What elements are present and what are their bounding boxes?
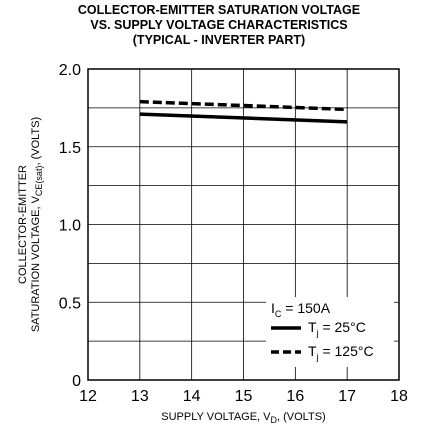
- legend-label-125c-main: T: [308, 343, 317, 359]
- legend-label-125c-sub: j: [316, 352, 319, 362]
- y-tick-label: 1.5: [59, 140, 81, 157]
- x-tick-label: 17: [338, 388, 356, 405]
- chart-title-line-2: VS. SUPPLY VOLTAGE CHARACTERISTICS: [90, 18, 348, 32]
- x-tick-label: 13: [131, 388, 149, 405]
- legend-header-tail: = 150A: [281, 300, 330, 316]
- y-axis-label-line-2: SATURATION VOLTAGE, VCE(sat), (VOLTS): [30, 117, 44, 332]
- series-line-25c: [139, 112, 348, 124]
- x-tick-label: 18: [390, 388, 408, 405]
- series-lines: [139, 99, 348, 124]
- y-axis-label-line-1: COLLECTOR-EMITTER: [17, 165, 29, 284]
- legend-header-sub: C: [275, 309, 282, 319]
- y-tick-label: 1.0: [59, 218, 81, 235]
- legend-background: [266, 297, 394, 367]
- x-tick-label: 14: [183, 388, 201, 405]
- x-axis-label-main: SUPPLY VOLTAGE, V: [161, 411, 271, 423]
- y-tick-labels: 0 0.5 1.0 1.5 2.0: [59, 62, 81, 390]
- grid: [88, 69, 399, 380]
- y-axis-label-sub: CE(sat): [34, 166, 44, 197]
- series-line-125c: [139, 99, 348, 112]
- x-axis-label: SUPPLY VOLTAGE, VD, (VOLTS): [161, 411, 325, 425]
- chart-title-line-3: (TYPICAL - INVERTER PART): [132, 33, 306, 47]
- legend-label-25c-main: T: [308, 319, 317, 335]
- x-tick-labels: 12 13 14 15 16 17 18: [79, 388, 408, 405]
- legend-label-25c-tail: = 25°C: [319, 319, 366, 335]
- x-axis-label-tail: , (VOLTS): [277, 411, 326, 423]
- x-tick-label: 15: [235, 388, 253, 405]
- x-tick-label: 16: [286, 388, 304, 405]
- y-axis-label-main: SATURATION VOLTAGE, V: [30, 195, 42, 332]
- y-axis-label-tail: , (VOLTS): [30, 117, 42, 166]
- legend-header-main: I: [271, 300, 275, 316]
- legend: IC = 150A Tj = 25°C Tj = 125°C: [266, 297, 394, 367]
- y-tick-label: 0: [72, 373, 81, 390]
- x-axis-label-sub: D: [271, 415, 278, 425]
- x-tick-label: 12: [79, 388, 97, 405]
- plot-frame: [87, 68, 400, 381]
- legend-label-125c: Tj = 125°C: [308, 343, 374, 362]
- chart-title-line-1: COLLECTOR-EMITTER SATURATION VOLTAGE: [77, 3, 361, 17]
- legend-header: IC = 150A: [271, 300, 331, 319]
- legend-label-25c: Tj = 25°C: [308, 319, 366, 338]
- y-tick-label: 2.0: [59, 62, 81, 79]
- y-tick-label: 0.5: [59, 295, 81, 312]
- legend-label-125c-tail: = 125°C: [319, 343, 374, 359]
- legend-label-25c-sub: j: [316, 328, 319, 338]
